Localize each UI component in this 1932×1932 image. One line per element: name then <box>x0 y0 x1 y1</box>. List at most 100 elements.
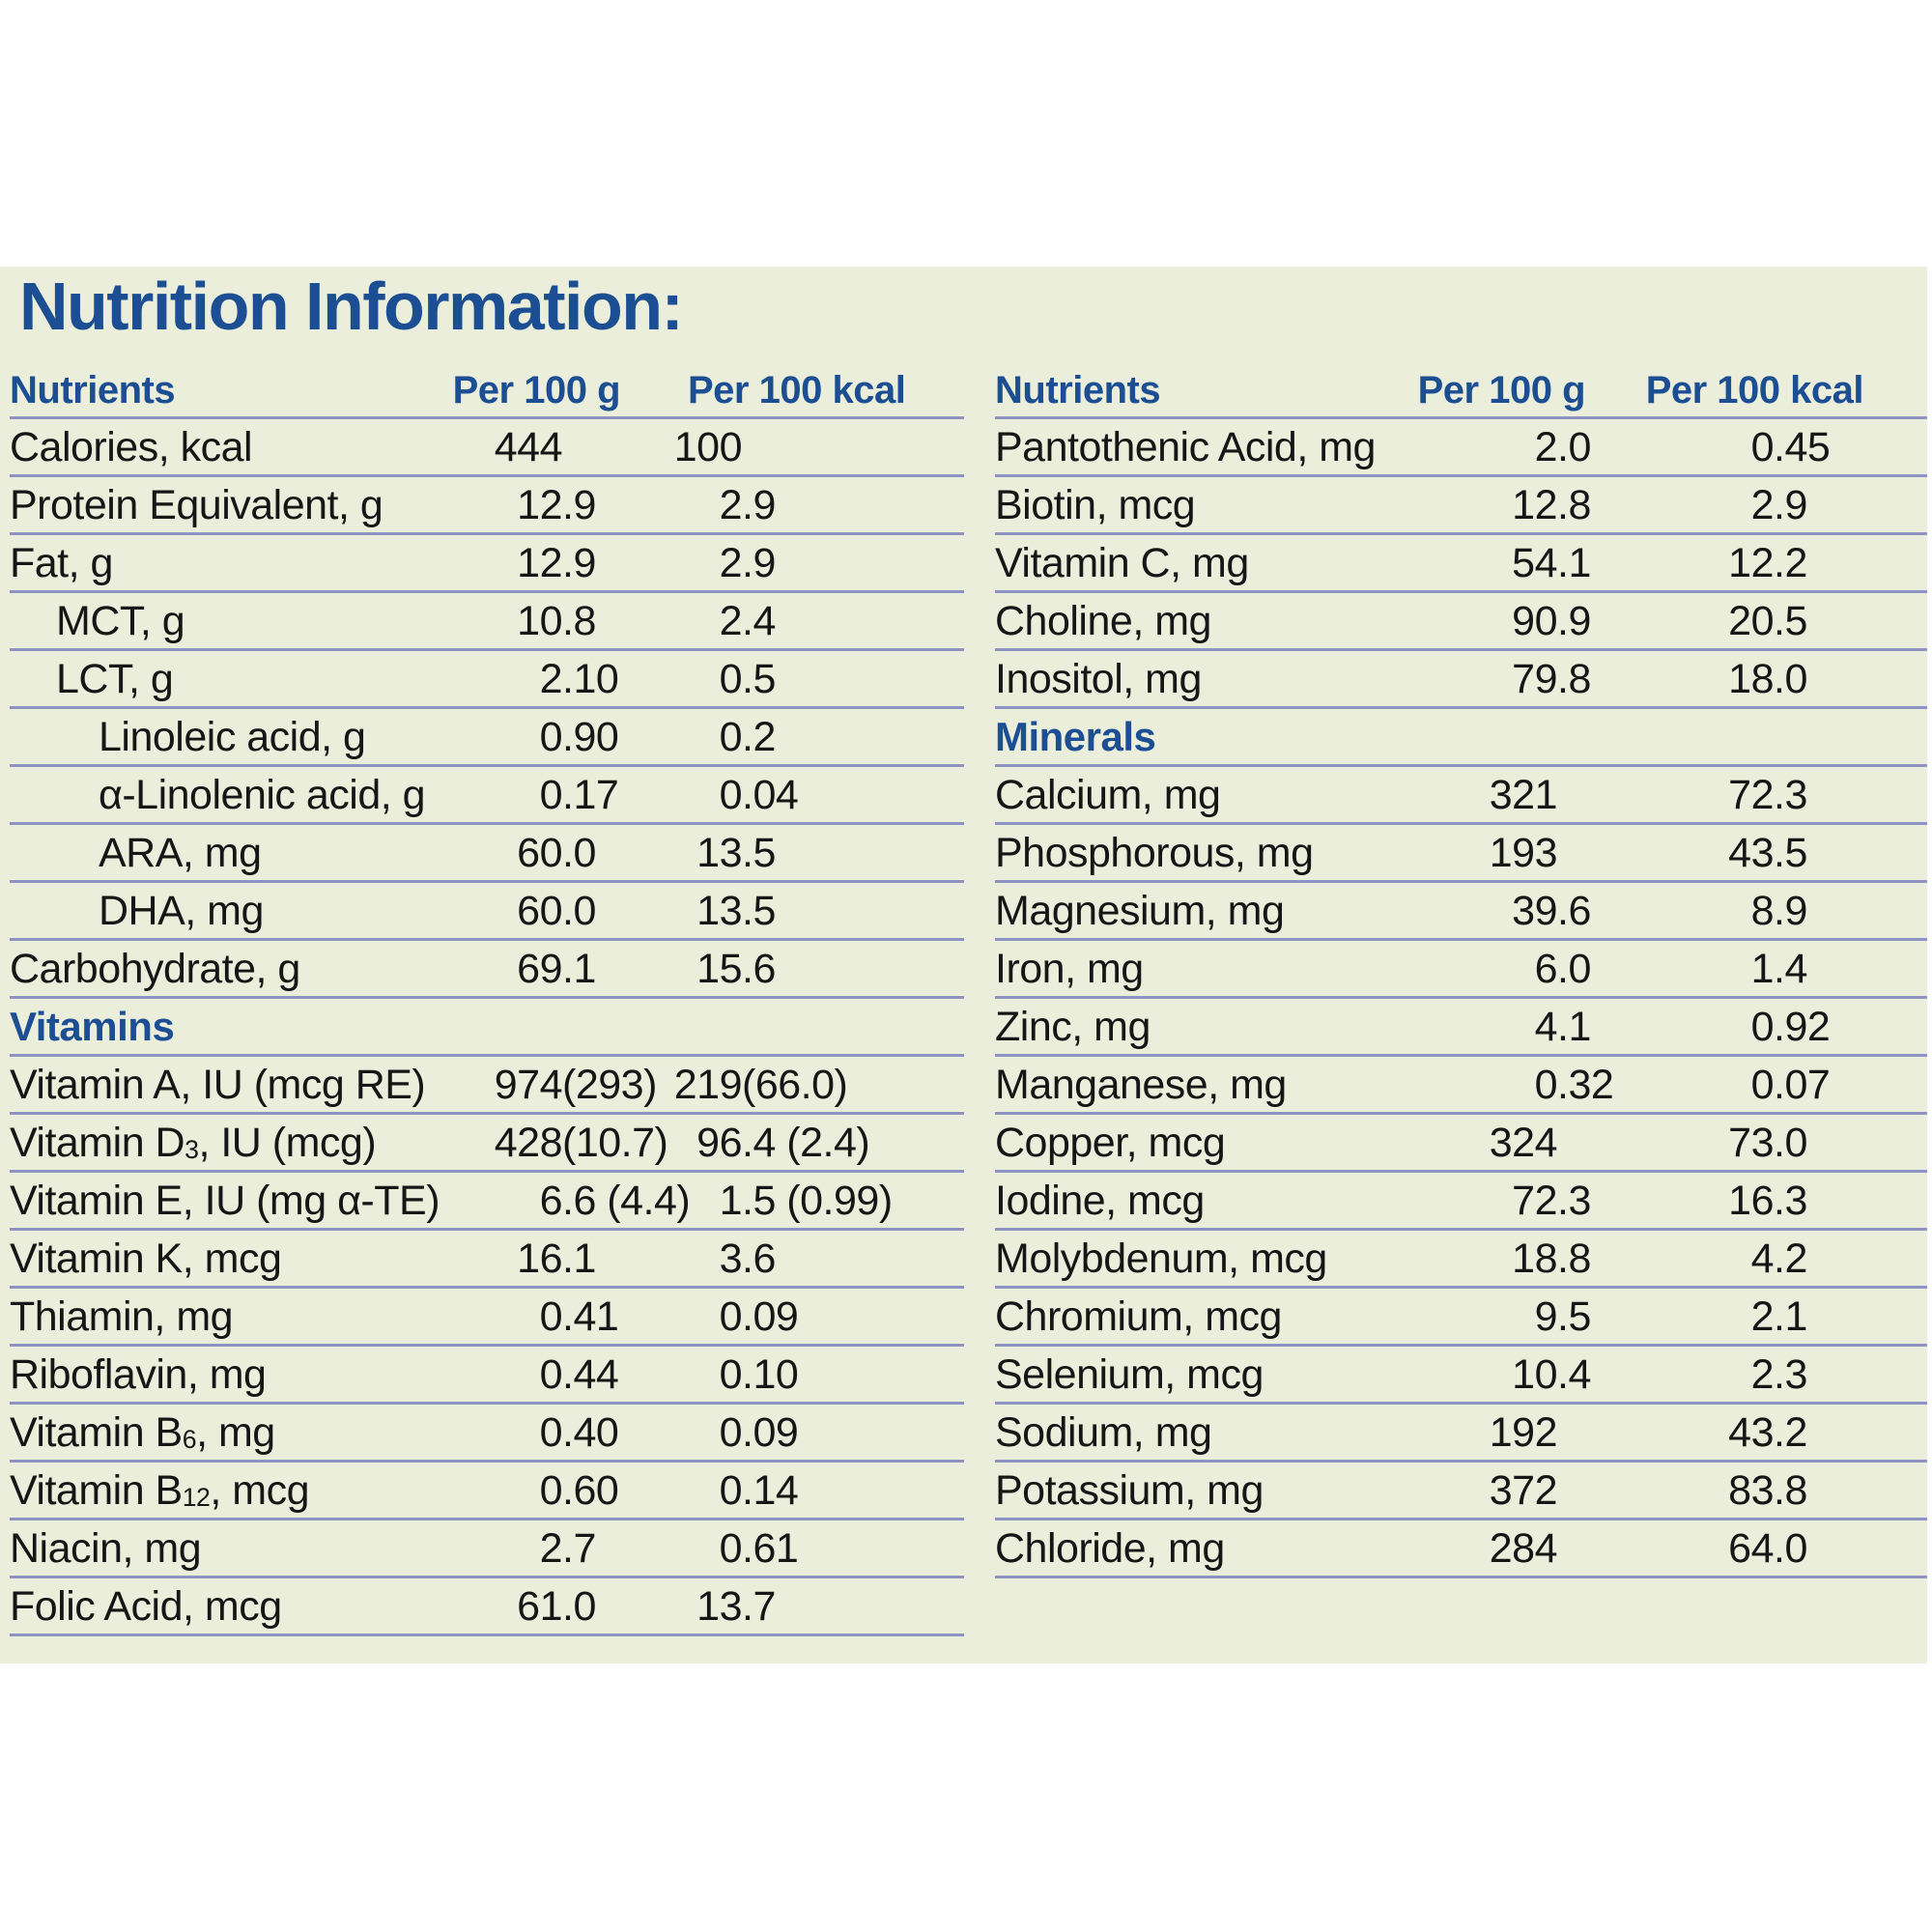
per-100g-value-frac: .3 <box>1557 1177 1591 1224</box>
nutrient-label: Pantothenic Acid, mg <box>995 423 1376 470</box>
per-100kcal-value-int: 73 <box>1728 1119 1774 1166</box>
per-100g-value-frac: .1 <box>1557 1003 1591 1050</box>
nutrient-row: LCT, g 2.10 0.5 <box>10 651 964 709</box>
per-100g-value-frac: .8 <box>562 597 596 644</box>
nutrient-row: Magnesium, mg 39.6 8.9 <box>995 883 1927 941</box>
per-100kcal-value-frac: .07 <box>1774 1061 1831 1108</box>
per-100g-value-frac: .0 <box>562 829 596 876</box>
nutrient-row: Vitamin B12, mcg 0.60 0.14 <box>10 1463 964 1520</box>
nutrition-panel: Nutrition Information: Nutrients Per 100… <box>0 267 1927 1663</box>
per-100kcal-value-frac: .09 <box>742 1293 799 1340</box>
per-100kcal-value-int: 0 <box>1750 423 1775 470</box>
per-100kcal-value-int: 16 <box>1728 1177 1774 1224</box>
per-100kcal-value-int: 0 <box>719 1293 743 1340</box>
per-100kcal-value-frac: .9 <box>742 539 776 586</box>
per-100g-value-int: 10 <box>1512 1350 1557 1398</box>
per-100kcal-value-int: 15 <box>696 945 742 992</box>
table-header-row: Nutrients Per 100 g Per 100 kcal <box>10 369 964 419</box>
per-100g-value-frac: .1 <box>562 1235 596 1282</box>
per-100g-value-frac: .1 <box>562 945 596 992</box>
nutrient-row: Molybdenum, mcg 18.8 4.2 <box>995 1231 1927 1289</box>
per-100g-value-int: 61 <box>517 1582 562 1630</box>
per-100kcal-value-frac: .10 <box>742 1350 799 1398</box>
per-100g-value-frac: .7 <box>562 1524 596 1572</box>
per-100g-value-frac: .9 <box>562 539 596 586</box>
per-100kcal-value-int: 0 <box>1750 1003 1775 1050</box>
per-100kcal-value-frac: .0 <box>1774 655 1807 702</box>
per-100kcal-value-frac: .2 <box>1774 539 1807 586</box>
per-100g-value-int: 0 <box>539 1293 563 1340</box>
table-body-left: Calories, kcal 444 100 Protein Equivalent, … <box>10 419 964 1636</box>
nutrient-row: Carbohydrate, g 69.1 15.6 <box>10 941 964 999</box>
nutrient-label: MCT, g <box>56 597 185 644</box>
column-header-per-100kcal: Per 100 kcal <box>688 369 906 412</box>
per-100g-value-int: 0 <box>1534 1061 1558 1108</box>
nutrient-label: Vitamin K, mcg <box>10 1235 282 1282</box>
per-100kcal-value-frac: .4 <box>742 597 776 644</box>
per-100g-value-int: 2 <box>539 1524 563 1572</box>
per-100kcal-value-int: 2 <box>1750 1350 1775 1398</box>
per-100g-value-int: 974 <box>494 1061 563 1108</box>
per-100kcal-value-frac: .6 <box>742 945 776 992</box>
nutrient-label: Fat, g <box>10 539 113 586</box>
per-100g-value-frac: .0 <box>562 1582 596 1630</box>
per-100kcal-value-frac: .5 <box>742 887 776 934</box>
per-100g-value-frac: (10.7) <box>562 1119 668 1166</box>
per-100g-value-frac: .8 <box>1557 481 1591 528</box>
per-100kcal-value-int: 43 <box>1728 829 1774 876</box>
per-100kcal-value-frac: .5 (0.99) <box>742 1177 893 1224</box>
per-100g-value-frac: (293) <box>562 1061 657 1108</box>
per-100kcal-value-frac: .4 <box>1774 945 1807 992</box>
nutrient-row: DHA, mg 60.0 13.5 <box>10 883 964 941</box>
nutrient-row: Pantothenic Acid, mg 2.0 0.45 <box>995 419 1927 477</box>
nutrient-row: Phosphorous, mg 193 43.5 <box>995 825 1927 883</box>
nutrient-label: Calcium, mg <box>995 771 1221 818</box>
nutrient-label: Vitamin B12, mcg <box>10 1466 310 1514</box>
per-100kcal-value-int: 0 <box>719 655 743 702</box>
nutrient-label: Iron, mg <box>995 945 1144 992</box>
per-100g-value-frac: .44 <box>562 1350 619 1398</box>
nutrient-label: LCT, g <box>56 655 174 702</box>
nutrient-label: Vitamin D3, IU (mcg) <box>10 1119 377 1166</box>
per-100kcal-value-int: 12 <box>1728 539 1774 586</box>
per-100kcal-value-frac: .0 <box>1774 1524 1807 1572</box>
nutrient-row: Linoleic acid, g 0.90 0.2 <box>10 709 964 767</box>
per-100kcal-value-frac: .0 <box>1774 1119 1807 1166</box>
nutrient-row: Calories, kcal 444 100 <box>10 419 964 477</box>
column-header-per-100g: Per 100 g <box>1417 369 1586 412</box>
per-100kcal-value-frac: .5 <box>1774 597 1807 644</box>
per-100kcal-value-int: 0 <box>719 1408 743 1456</box>
per-100g-value-int: 0 <box>539 1466 563 1514</box>
per-100kcal-value-frac: .9 <box>1774 481 1807 528</box>
nutrient-label: Vitamin A, IU (mcg RE) <box>10 1061 426 1108</box>
per-100kcal-value-int: 0 <box>719 1350 743 1398</box>
nutrient-label: Molybdenum, mcg <box>995 1235 1327 1282</box>
nutrient-row: Inositol, mg 79.8 18.0 <box>995 651 1927 709</box>
nutrient-label: Protein Equivalent, g <box>10 481 384 528</box>
nutrient-row: Choline, mg 90.9 20.5 <box>995 593 1927 651</box>
nutrient-label: Riboflavin, mg <box>10 1350 267 1398</box>
nutrient-row: Thiamin, mg 0.41 0.09 <box>10 1289 964 1347</box>
per-100g-value-frac: .41 <box>562 1293 619 1340</box>
nutrient-row: Vitamin B6, mg 0.40 0.09 <box>10 1405 964 1463</box>
per-100kcal-value-int: 0 <box>719 1466 743 1514</box>
per-100g-value-int: 69 <box>517 945 562 992</box>
nutrient-label: Chromium, mcg <box>995 1293 1282 1340</box>
per-100g-value-int: 284 <box>1489 1524 1558 1572</box>
per-100kcal-value-int: 2 <box>1750 1293 1775 1340</box>
per-100g-value-int: 2 <box>539 655 563 702</box>
per-100g-value-int: 18 <box>1512 1235 1557 1282</box>
nutrient-label: Iodine, mcg <box>995 1177 1205 1224</box>
per-100g-value-int: 54 <box>1512 539 1557 586</box>
nutrient-row: MCT, g 10.8 2.4 <box>10 593 964 651</box>
per-100g-value-int: 12 <box>1512 481 1557 528</box>
nutrient-label: Vitamin B6, mg <box>10 1408 275 1456</box>
per-100kcal-value-frac: .04 <box>742 771 799 818</box>
page-title: Nutrition Information: <box>19 269 684 344</box>
per-100g-value-int: 193 <box>1489 829 1558 876</box>
nutrient-row: Riboflavin, mg 0.44 0.10 <box>10 1347 964 1405</box>
nutrient-row: Chromium, mcg 9.5 2.1 <box>995 1289 1927 1347</box>
per-100kcal-value-int: 20 <box>1728 597 1774 644</box>
per-100kcal-value-int: 64 <box>1728 1524 1774 1572</box>
nutrient-label: Thiamin, mg <box>10 1293 234 1340</box>
